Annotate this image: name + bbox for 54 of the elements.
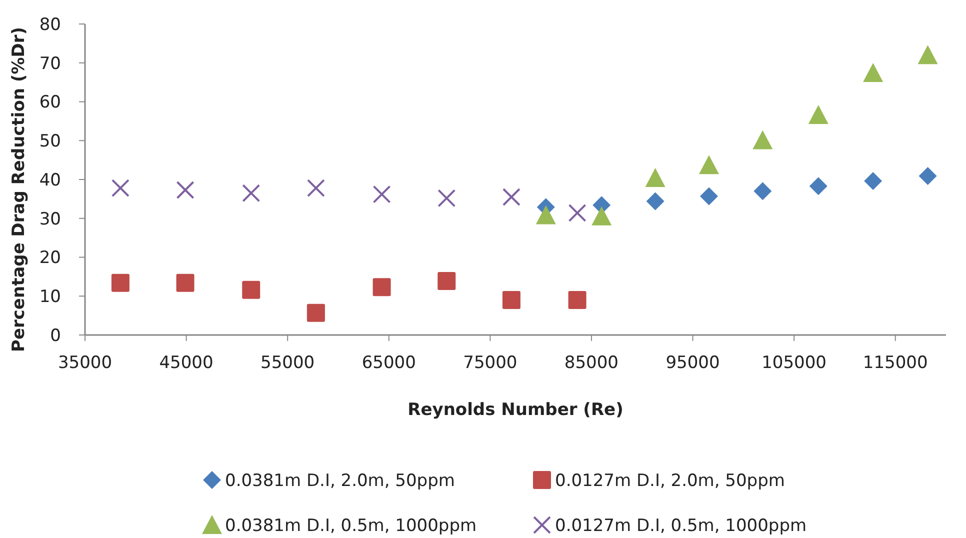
point — [863, 62, 884, 82]
x-tick-label: 75000 — [463, 353, 518, 373]
legend-label: 0.0381m D.I, 2.0m, 50ppm — [225, 470, 455, 491]
x-tick-label: 115000 — [862, 353, 928, 373]
point — [502, 188, 520, 206]
y-tick-label: 80 — [39, 14, 61, 35]
point — [646, 192, 664, 210]
point — [568, 204, 586, 222]
x-tick-label: 35000 — [58, 353, 112, 373]
x-tick-label: 45000 — [159, 353, 214, 373]
point — [306, 304, 325, 322]
y-tick-label: 30 — [39, 209, 61, 230]
point — [918, 45, 938, 64]
legend-label: 0.0127m D.I, 0.5m, 1000ppm — [555, 516, 807, 536]
y-tick-label: 0 — [50, 326, 61, 346]
point — [372, 185, 391, 204]
x-tick-label: 65000 — [362, 353, 416, 373]
y-tick-label: 70 — [39, 54, 61, 74]
legend-label: 0.0381m D.I, 0.5m, 1000ppm — [225, 516, 477, 536]
point — [176, 180, 194, 199]
point — [754, 182, 772, 200]
x-tick-label: 105000 — [762, 353, 827, 373]
point — [111, 274, 130, 292]
point — [111, 179, 130, 198]
point — [752, 130, 773, 150]
x-axis-title: Reynolds Number (Re) — [408, 400, 624, 420]
x-tick-label: 55000 — [260, 353, 315, 373]
point — [536, 205, 556, 224]
point — [242, 184, 260, 202]
y-axis-title: Percentage Drag Reduction (%Dr) — [9, 26, 29, 352]
point — [306, 179, 325, 198]
point — [645, 168, 666, 187]
y-tick-label: 40 — [39, 170, 61, 190]
y-tick-label: 60 — [39, 92, 61, 113]
point — [918, 167, 937, 185]
point — [438, 189, 456, 208]
x-tick-label: 85000 — [564, 353, 619, 373]
y-tick-label: 50 — [39, 132, 61, 152]
point — [372, 278, 391, 296]
legend-label: 0.0127m D.I, 2.0m, 50ppm — [555, 470, 785, 491]
point — [242, 280, 260, 299]
point — [700, 187, 718, 206]
y-tick-label: 20 — [39, 248, 61, 268]
point — [698, 155, 719, 174]
point — [808, 104, 828, 124]
point — [502, 291, 520, 310]
x-tick-label: 95000 — [666, 353, 720, 373]
point — [438, 272, 456, 290]
point — [176, 274, 194, 292]
y-tick-label: 10 — [39, 287, 61, 308]
point — [864, 172, 882, 190]
point — [592, 206, 612, 226]
point — [809, 177, 828, 196]
point — [568, 291, 586, 310]
